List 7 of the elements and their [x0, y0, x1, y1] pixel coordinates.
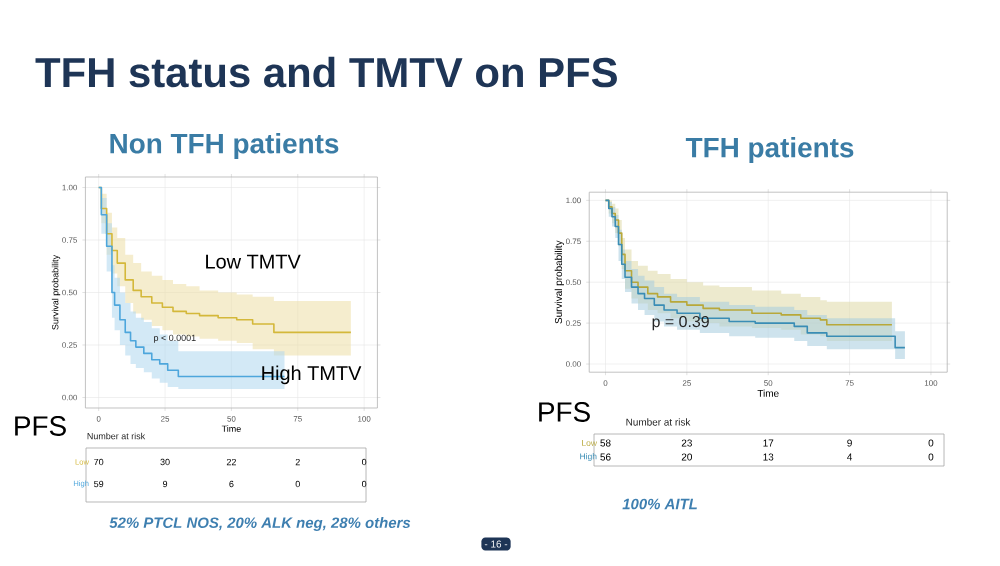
text: Low TMTV [206, 254, 301, 269]
text: PFS [539, 402, 590, 422]
text: PFS [15, 416, 66, 436]
chart-title: Non TFH patients [110, 132, 339, 159]
series-label: High TMTV [262, 365, 362, 385]
text: TFH status and TMTV on PFS [35, 56, 617, 88]
chart-title: TFH patients [685, 136, 854, 163]
